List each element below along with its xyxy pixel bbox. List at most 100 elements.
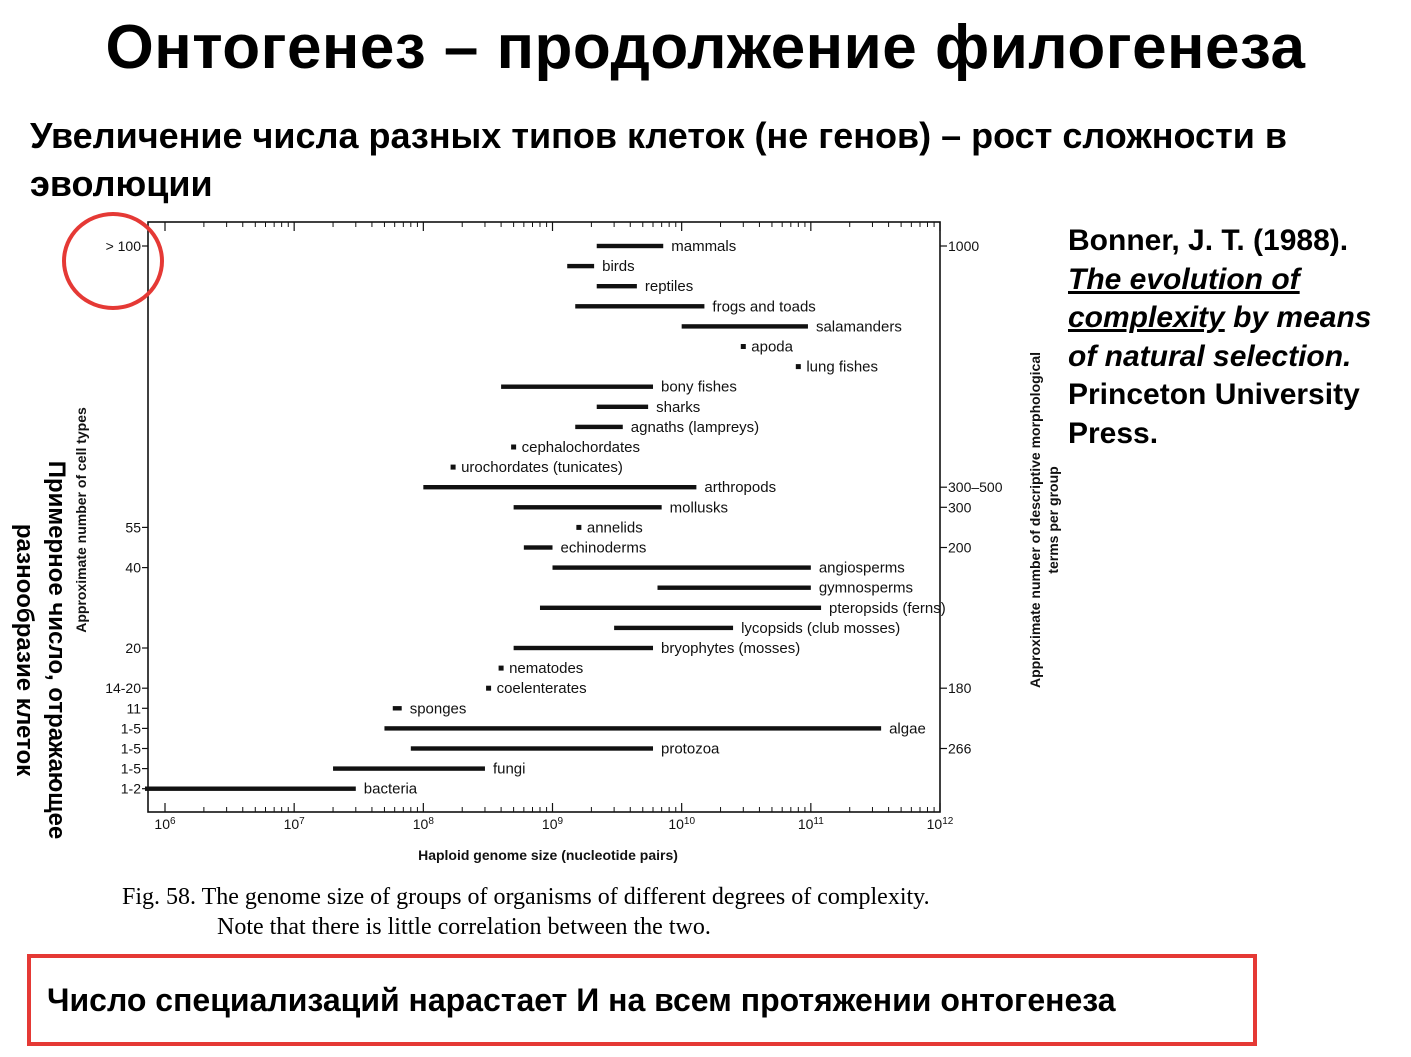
- group-range-bar: [657, 585, 811, 590]
- citation-book-title-b: complexity: [1068, 301, 1225, 334]
- citation-book-line: complexity by means of natural selection…: [1068, 299, 1408, 376]
- caption-line-1: Fig. 58. The genome size of groups of or…: [122, 884, 930, 910]
- bottom-note-box: Число специализаций нарастает И на всем …: [27, 954, 1257, 1046]
- group-label: gymnosperms: [819, 580, 913, 597]
- group-label: bony fishes: [661, 379, 737, 396]
- bottom-note: Число специализаций нарастает И на всем …: [47, 982, 1116, 1018]
- group-label: reptiles: [645, 278, 693, 295]
- y-right-tick-label: 300: [948, 499, 972, 515]
- x-tick-label: 108: [413, 816, 435, 832]
- group-range-bar: [539, 605, 822, 610]
- group-label: lung fishes: [806, 359, 878, 376]
- group-point: [795, 364, 801, 370]
- chart-bars: mammals birds reptiles frogs and toadssalam…: [144, 238, 946, 798]
- x-tick-label: 107: [284, 816, 306, 832]
- slide-title: Онтогенез – продолжение филогенеза: [105, 13, 1306, 82]
- group-range-bar: [552, 565, 811, 570]
- group-range-bar: [513, 505, 662, 510]
- group-label: echinoderms: [561, 540, 647, 557]
- y-left-tick-label: 11: [126, 700, 141, 716]
- group-label: angiosperms: [819, 560, 905, 577]
- group-label: annelids: [587, 519, 643, 536]
- y-axis-title-left: Approximate number of cell types: [73, 407, 89, 633]
- group-label: bacteria: [364, 781, 418, 798]
- group-point: [486, 685, 492, 691]
- y-axis-title-right: Approximate number of descriptive morpho…: [1027, 352, 1061, 688]
- group-range-bar: [410, 746, 654, 751]
- group-label: frogs and toads: [712, 298, 815, 315]
- caption-line-2: Note that there is little correlation be…: [217, 914, 711, 940]
- group-range-bar: [596, 284, 637, 289]
- y-left-tick-label: 40: [125, 560, 141, 576]
- group-range-bar: [681, 324, 808, 329]
- citation: Bonner, J. T. (1988). The evolution of c…: [1068, 222, 1408, 453]
- citation-book-rest: by means of natural selection.: [1068, 301, 1372, 373]
- group-label: pteropsids (ferns): [829, 600, 946, 617]
- y-left-tick-label: 1-5: [121, 761, 141, 777]
- y-left-tick-label: 1-2: [121, 781, 141, 797]
- y-left-tick-label: 14-20: [105, 680, 141, 696]
- group-range-bar: [501, 384, 654, 389]
- group-label: algae: [889, 720, 926, 737]
- group-label: nematodes: [509, 660, 583, 677]
- group-label: urochordates (tunicates): [461, 459, 623, 476]
- y-left-tick-label: 55: [125, 519, 141, 535]
- group-label: fungi: [493, 761, 526, 778]
- group-label: apoda: [751, 339, 793, 356]
- figure-caption: Fig. 58. The genome size of groups of or…: [122, 882, 1042, 942]
- group-point: [450, 464, 456, 470]
- y-left-tick-label: 1-5: [121, 741, 141, 757]
- group-label: mammals: [671, 238, 736, 255]
- group-point: [576, 524, 582, 530]
- x-axis-title: Haploid genome size (nucleotide pairs): [418, 847, 678, 863]
- group-range-bar: [567, 263, 595, 269]
- group-label: sharks: [656, 399, 700, 416]
- citation-publisher: Princeton University Press.: [1068, 378, 1360, 450]
- slide-subtitle: Увеличение числа разных типов клеток (не…: [30, 115, 1287, 204]
- group-point: [498, 665, 504, 671]
- group-range-bar: [513, 645, 654, 651]
- y-right-tick-label: 1000: [948, 238, 979, 254]
- group-label: bryophytes (mosses): [661, 640, 800, 657]
- group-label: lycopsids (club mosses): [741, 620, 900, 637]
- group-label: protozoa: [661, 741, 720, 758]
- group-range-bar: [596, 404, 649, 409]
- group-label: coelenterates: [497, 680, 587, 697]
- y-right-tick-label: 180: [948, 680, 972, 696]
- group-point: [511, 444, 517, 450]
- group-label: salamanders: [816, 318, 902, 335]
- chart-axes: 106 107 108 109 1010 1011 1012> 10055402014-20…: [105, 222, 1003, 832]
- group-label: mollusks: [670, 499, 728, 516]
- group-range-bar: [384, 726, 882, 731]
- citation-book-title-a: The evolution of: [1068, 262, 1300, 296]
- plot-border: [147, 221, 941, 813]
- group-point: [740, 344, 746, 349]
- y-right-tick-label: 300–500: [948, 479, 1003, 495]
- group-label: birds: [602, 258, 635, 275]
- x-tick-label: 1012: [927, 816, 954, 832]
- x-tick-label: 106: [154, 816, 176, 832]
- x-tick-label: 1011: [798, 816, 824, 832]
- group-range-bar: [392, 706, 402, 711]
- group-range-bar: [523, 545, 553, 550]
- ru-ylabel: Примерное число, отражающее разнообразие…: [11, 460, 70, 840]
- group-range-bar: [596, 243, 664, 249]
- highlight-circle: [62, 212, 164, 310]
- y-left-tick-label: 20: [125, 640, 141, 656]
- x-tick-label: 109: [542, 816, 564, 832]
- group-label: cephalochordates: [522, 439, 640, 456]
- y-left-tick-label: 1-5: [121, 720, 141, 736]
- group-label: agnaths (lampreys): [631, 419, 759, 436]
- group-range-bar: [575, 304, 705, 309]
- chart-frame: [147, 221, 941, 813]
- citation-author: Bonner, J. T. (1988).: [1068, 224, 1349, 257]
- group-range-bar: [144, 786, 356, 791]
- group-range-bar: [614, 625, 734, 631]
- group-range-bar: [423, 485, 697, 490]
- group-range-bar: [575, 424, 623, 430]
- group-label: arthropods: [704, 479, 776, 496]
- y-right-tick-label: 200: [948, 540, 972, 556]
- group-label: sponges: [410, 700, 467, 717]
- group-range-bar: [333, 766, 485, 771]
